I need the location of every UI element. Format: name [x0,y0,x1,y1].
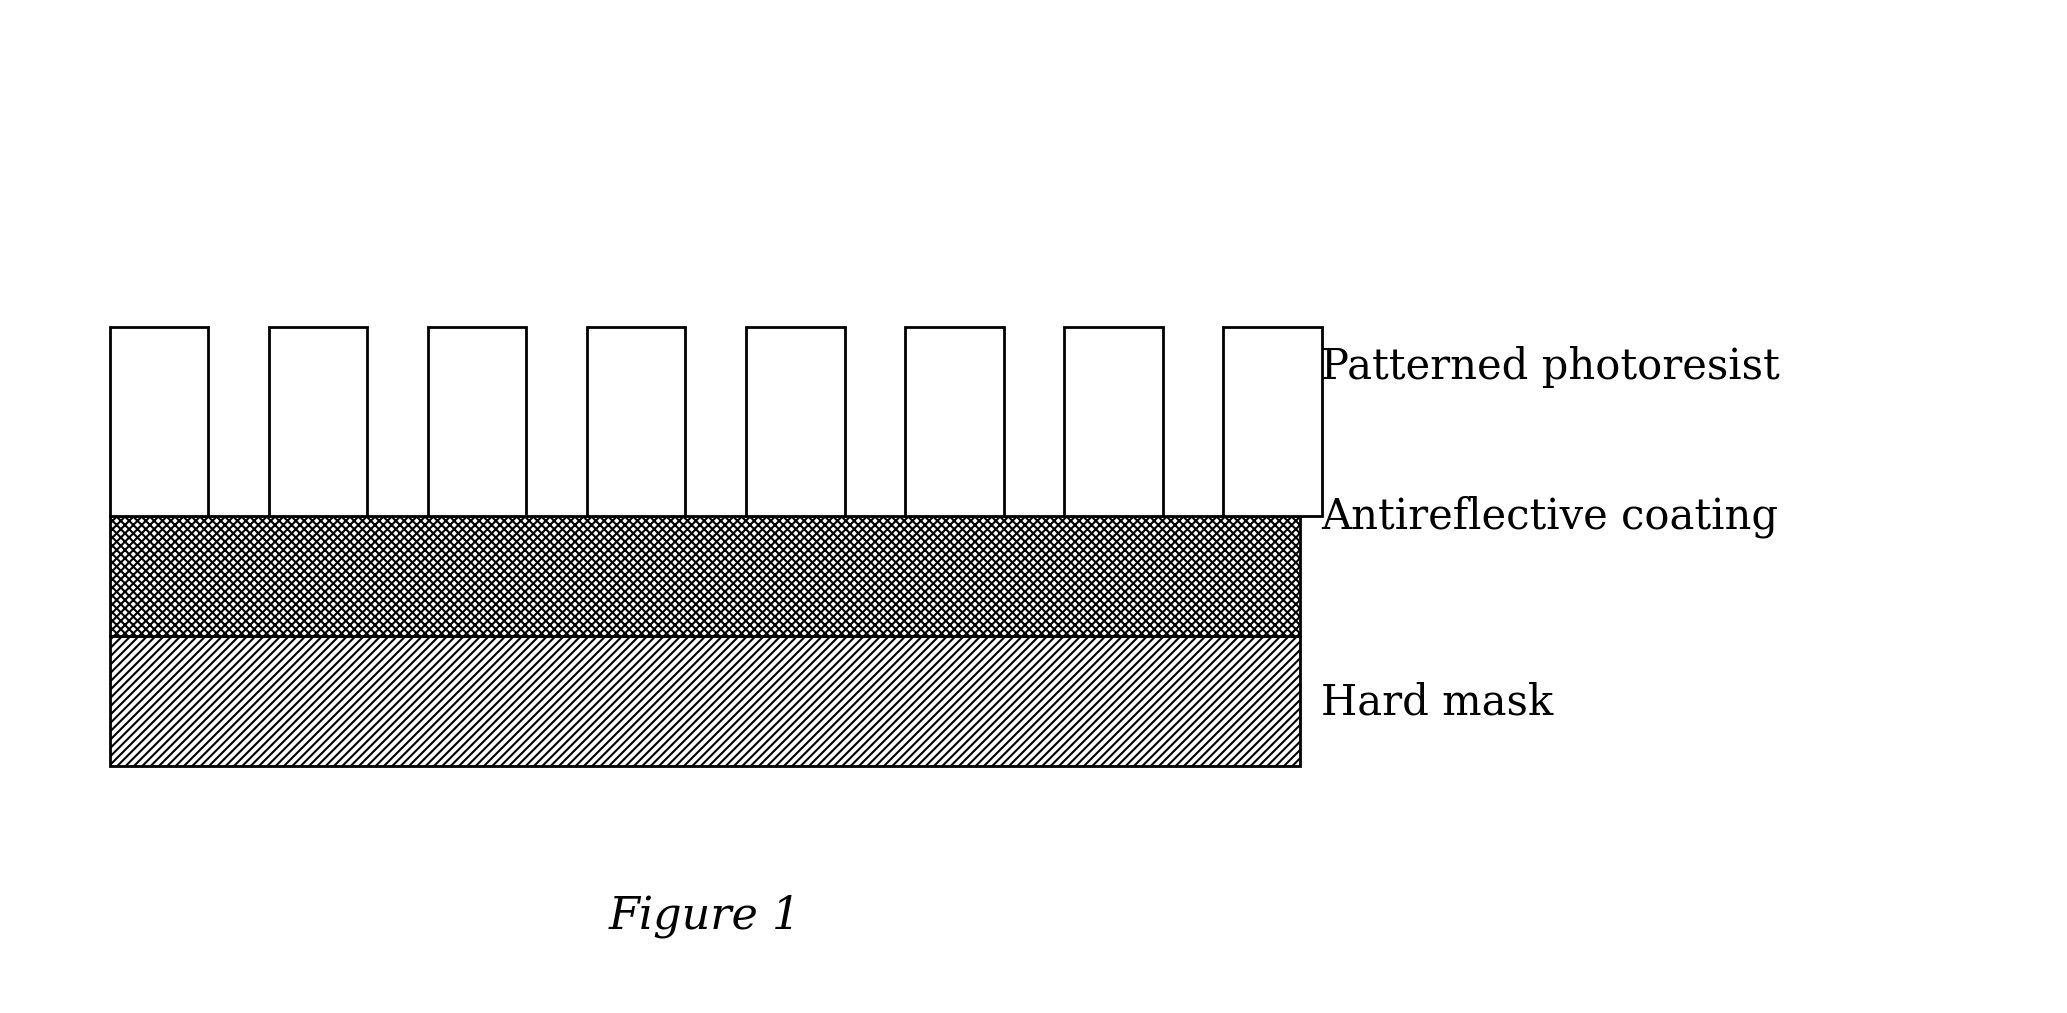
Bar [428,326,527,517]
Bar [1224,326,1323,517]
Bar [110,326,209,517]
Bar [110,636,1300,766]
Text: Hard mask: Hard mask [1321,682,1552,723]
Bar [269,326,368,517]
Bar [905,326,1005,517]
Bar [746,326,845,517]
Bar [1065,326,1164,517]
Text: Antireflective coating: Antireflective coating [1321,495,1778,538]
Text: Figure 1: Figure 1 [610,894,802,938]
Bar [587,326,686,517]
Text: Patterned photoresist: Patterned photoresist [1321,345,1780,388]
Bar [110,517,1300,636]
